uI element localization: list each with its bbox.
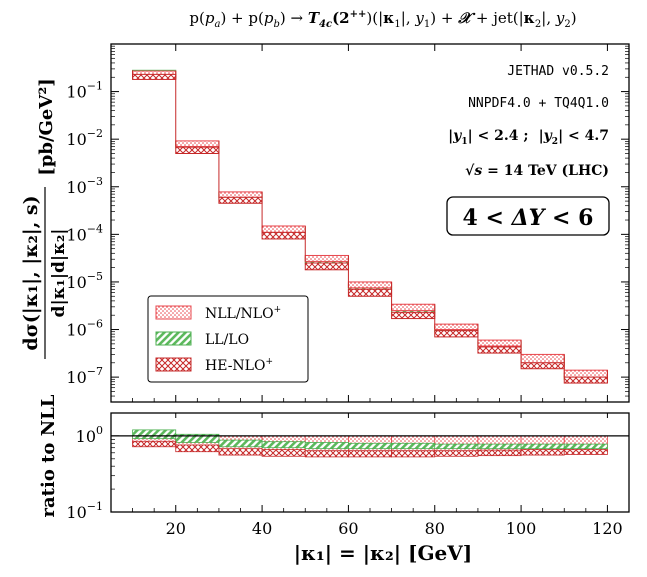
main-ytick-label: 10−3 [66, 175, 103, 197]
band-he-bin-10 [520, 362, 565, 370]
band-nll-bin-10 [520, 353, 565, 364]
x-tick-label-60: 60 [338, 519, 358, 538]
ratio-band-he-bin-3 [218, 448, 263, 456]
band-he-bin-6 [347, 288, 393, 297]
ratio-band-he-bin-2 [175, 444, 220, 453]
band-nll-bin-7 [391, 303, 436, 312]
main-ytick-label: 10−7 [66, 365, 103, 387]
legend-swatch-he [155, 357, 192, 372]
main-ytick-label: 10−5 [66, 270, 103, 292]
band-he-bin-3 [218, 196, 263, 204]
energy-label: √s = 14 TeV (LHC) [465, 163, 609, 179]
rapidity-window-label: 4 < ΔY < 6 [463, 205, 594, 231]
x-tick-label-120: 120 [592, 519, 623, 538]
y-label-numerator: dσ(|κ₁|, |κ₂|, s) [20, 195, 42, 350]
ratio-band-he-bin-9 [477, 449, 522, 457]
ratio-panel: 100 10−1 [66, 412, 630, 522]
main-ytick-label: 10−1 [66, 80, 103, 102]
band-he-bin-1 [132, 73, 177, 80]
y-label-denominator: d|κ₁|d|κ₂| [49, 229, 69, 318]
ratio-band-ll-bin-3 [218, 439, 263, 448]
band-nll-bin-8 [434, 323, 479, 331]
ratio-band-ll-bin-8 [434, 443, 479, 450]
rapidity-window-box: 4 < ΔY < 6 [446, 196, 610, 236]
ratio-ytick-label: 100 [76, 424, 103, 446]
band-nll-bin-6 [347, 281, 393, 289]
x-axis-label: |κ₁| = |κ₂| [GeV] [294, 541, 473, 565]
main-ytick-label: 10−6 [66, 318, 103, 340]
x-tick-label-40: 40 [252, 519, 272, 538]
pdf-label: NNPDF4.0 + TQ4Q1.0 [468, 96, 609, 111]
band-nll-bin-2 [175, 140, 220, 148]
generator-label: JETHAD v0.5.2 [507, 64, 609, 79]
ratio-band-ll-bin-4 [261, 441, 306, 449]
legend: NLL/NLO+ LL/LO HE-NLO+ [147, 295, 309, 383]
band-he-bin-4 [261, 231, 306, 240]
ratio-band-ll-bin-9 [477, 443, 522, 450]
band-nll-bin-11 [563, 369, 608, 378]
chart-title: p(pa) + p(pb) → T4c(2++)(|κ1|, y1) + 𝒳 +… [189, 9, 576, 30]
ratio-frame [110, 412, 630, 513]
legend-label-ll: LL/LO [205, 332, 249, 348]
ratio-band-he-bin-6 [348, 450, 392, 458]
band-nll-bin-5 [304, 254, 349, 262]
rapidity-cuts-label: |y1| < 2.4 ; |y2| < 4.7 [448, 128, 609, 147]
main-ticks: 10−1 10−2 10−3 10−4 10−5 10−6 10−7 [66, 44, 630, 403]
band-nll-bin-3 [218, 191, 263, 198]
ratio-band-he-bin-8 [434, 450, 479, 457]
ratio-ticks: 100 10−1 [66, 413, 630, 522]
legend-label-nll: NLL/NLO+ [205, 305, 281, 322]
x-tick-labels: 20 40 60 80 100 120 [166, 519, 623, 538]
y-label-unit: [pb/GeV²] [36, 78, 57, 175]
main-panel: 10−1 10−2 10−3 10−4 10−5 10−6 10−7 [66, 43, 630, 403]
y-axis-label-main: dσ(|κ₁|, |κ₂|, s) d|κ₁|d|κ₂| [pb/GeV²] [20, 78, 69, 359]
ratio-bands [132, 429, 608, 458]
ratio-band-ll-bin-2 [175, 433, 220, 443]
ratio-band-he-bin-5 [304, 450, 349, 458]
main-ytick-label: 10−2 [66, 127, 103, 149]
legend-swatch-ll [155, 331, 192, 346]
rapidity-window-frame [446, 196, 610, 236]
band-nll-bin-9 [477, 339, 522, 347]
ratio-band-ll-bin-10 [520, 443, 565, 450]
ratio-band-ll-bin-5 [304, 442, 349, 450]
x-tick-label-80: 80 [425, 519, 445, 538]
band-he-bin-5 [304, 262, 349, 271]
ratio-band-he-bin-10 [520, 449, 565, 456]
ratio-band-he-bin-11 [563, 449, 608, 455]
main-ytick-label: 10−4 [66, 222, 103, 244]
x-tick-label-100: 100 [506, 519, 537, 538]
band-he-bin-11 [563, 376, 608, 384]
y-axis-label-ratio: ratio to NLL [38, 394, 59, 517]
ratio-band-ll-bin-11 [563, 443, 608, 450]
ratio-band-ll-bin-1 [132, 429, 177, 440]
band-he-bin-2 [175, 146, 220, 155]
ratio-band-he-bin-4 [261, 449, 306, 457]
ratio-band-ll-bin-7 [391, 442, 436, 450]
band-he-bin-8 [434, 330, 479, 338]
ratio-band-he-bin-1 [132, 440, 177, 448]
ratio-band-he-bin-7 [391, 450, 436, 458]
band-he-bin-7 [391, 311, 436, 320]
legend-swatch-nll [155, 305, 192, 320]
band-he-bin-9 [477, 346, 522, 354]
ratio-band-ll-bin-6 [348, 442, 392, 450]
ratio-ytick-label: 10−1 [66, 500, 103, 522]
legend-label-he: HE-NLO+ [205, 357, 273, 374]
x-tick-label-20: 20 [166, 519, 186, 538]
band-nll-bin-4 [261, 225, 306, 233]
main-bands [132, 69, 608, 384]
